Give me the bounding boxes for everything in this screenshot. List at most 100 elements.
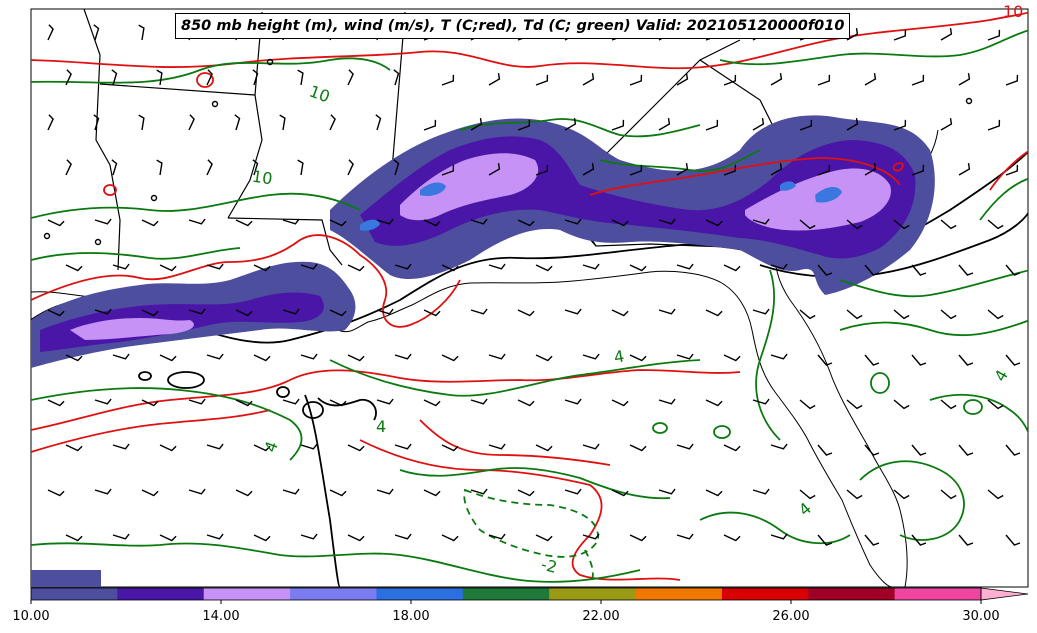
wind-barb [911, 534, 927, 546]
wind-barb [423, 309, 441, 317]
wind-barb [564, 488, 582, 495]
wind-barb [111, 69, 118, 86]
wind-barb [206, 533, 224, 540]
wind-barb [846, 27, 859, 41]
wind-barb [1005, 264, 1021, 276]
wind-barb [846, 219, 863, 230]
wind-barb [488, 263, 506, 270]
wind-barb [329, 219, 347, 227]
wind-barb [470, 488, 488, 495]
wind-barb [159, 354, 177, 362]
wind-barb [188, 114, 195, 131]
colorbar-segment [462, 588, 550, 600]
wind-barb [752, 398, 770, 405]
wind-barb [582, 353, 600, 360]
wind-barb [705, 309, 723, 317]
wind-barb [376, 218, 394, 225]
wind-barb [629, 354, 647, 362]
wind-barb [394, 533, 412, 540]
wind-barb [564, 308, 582, 315]
dewpoint-label: 4 [376, 417, 386, 436]
wind-barb [958, 264, 974, 276]
wind-barb [940, 117, 953, 131]
wind-barb [817, 74, 831, 86]
wind-barb [282, 308, 300, 315]
wind-barb [517, 399, 535, 407]
wind-barb [159, 264, 177, 272]
wind-barb [940, 399, 957, 410]
wind-barb [47, 489, 65, 497]
wind-barb [911, 354, 927, 366]
wind-barb [470, 117, 483, 131]
wind-barb [846, 309, 863, 320]
wind-barb [611, 219, 629, 227]
wind-barb [799, 119, 813, 131]
wind-barb [864, 534, 880, 546]
wind-barb [47, 399, 65, 407]
wind-barb [611, 399, 629, 407]
wind-barb [423, 399, 441, 407]
wind-barb [47, 24, 54, 41]
wind-barb [282, 218, 300, 225]
wind-barb [423, 119, 437, 131]
wind-barb [658, 398, 676, 405]
colorbar-segment [635, 588, 723, 600]
wind-barb [441, 534, 459, 542]
wind-barb [188, 308, 206, 315]
wind-barb [958, 162, 971, 176]
wind-barb [94, 308, 112, 315]
wind-barb [893, 399, 910, 410]
wind-barb [206, 443, 224, 450]
wind-barb [329, 399, 347, 407]
wind-barb [252, 159, 259, 176]
wind-barb [141, 309, 159, 317]
wind-barb [723, 164, 737, 176]
wind-barb [234, 114, 241, 131]
wind-barb [376, 488, 394, 495]
wind-barb [582, 162, 595, 176]
wind-barb [159, 534, 177, 542]
wind-barb [188, 488, 206, 495]
wind-barb [156, 69, 163, 86]
wind-barb [329, 489, 347, 497]
wind-barb [846, 399, 863, 410]
colorbar-segment [31, 588, 118, 600]
colorbar-label: 26.00 [772, 609, 810, 624]
wind-barb [770, 72, 783, 86]
wind-barb [394, 263, 412, 270]
wind-barb [206, 159, 213, 176]
wind-barb [817, 264, 833, 276]
wind-barb [156, 159, 163, 176]
colorbar-segment [117, 588, 205, 600]
wind-barb [676, 533, 694, 540]
wind-barb [65, 69, 72, 86]
wind-barb [893, 219, 910, 230]
wind-barb [423, 489, 441, 497]
wind-barb [206, 69, 213, 86]
wind-barb [658, 218, 676, 225]
wind-barb [188, 218, 206, 225]
wind-barb [658, 488, 676, 495]
wind-barb [629, 264, 647, 272]
wind-barb [441, 74, 455, 86]
wind-barb [564, 398, 582, 405]
wind-barb [141, 489, 159, 497]
wind-barb [582, 72, 595, 86]
wind-barb [235, 399, 253, 407]
colorbar-segment [376, 588, 464, 600]
wind-barb [705, 399, 723, 407]
wind-barb [770, 443, 788, 450]
wind-barb [65, 354, 83, 362]
wind-barb [817, 164, 831, 176]
wind-barb [582, 443, 600, 450]
wind-barb [470, 308, 488, 315]
wind-barb [206, 353, 224, 360]
wind-barb [911, 74, 925, 86]
wind-barb [799, 219, 816, 230]
wind-barb [535, 354, 553, 362]
wind-barb [770, 533, 788, 540]
wind-barb [535, 534, 553, 542]
wind-barb [987, 489, 1004, 500]
wind-barb [329, 309, 347, 317]
wind-barb [611, 309, 629, 317]
